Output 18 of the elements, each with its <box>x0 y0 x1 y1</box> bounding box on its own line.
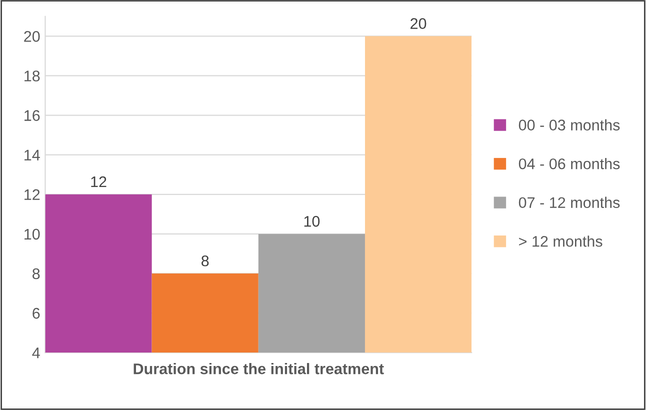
data-label: 12 <box>91 176 106 188</box>
legend-label: 04 - 06 months <box>518 158 620 170</box>
data-label: 10 <box>304 216 320 227</box>
legend-label: > 12 months <box>519 236 602 247</box>
y-tick-label: 14 <box>24 150 40 160</box>
y-tick-label: 12 <box>24 189 40 200</box>
data-label: 8 <box>202 255 209 266</box>
legend-label: 00 - 03 months <box>518 119 620 130</box>
y-tick-label: 18 <box>24 70 40 82</box>
y-tick-label: 10 <box>24 228 40 240</box>
y-tick-label: 4 <box>32 348 40 358</box>
data-label: 20 <box>410 18 426 29</box>
legend-label: 07 - 12 months <box>518 196 620 208</box>
y-tick-label: 6 <box>32 308 40 319</box>
y-tick-label: 16 <box>24 110 40 121</box>
x-axis-title: Duration since the initial treatment <box>134 363 384 374</box>
y-tick-label: 8 <box>32 268 40 280</box>
y-tick-label: 20 <box>24 31 40 42</box>
